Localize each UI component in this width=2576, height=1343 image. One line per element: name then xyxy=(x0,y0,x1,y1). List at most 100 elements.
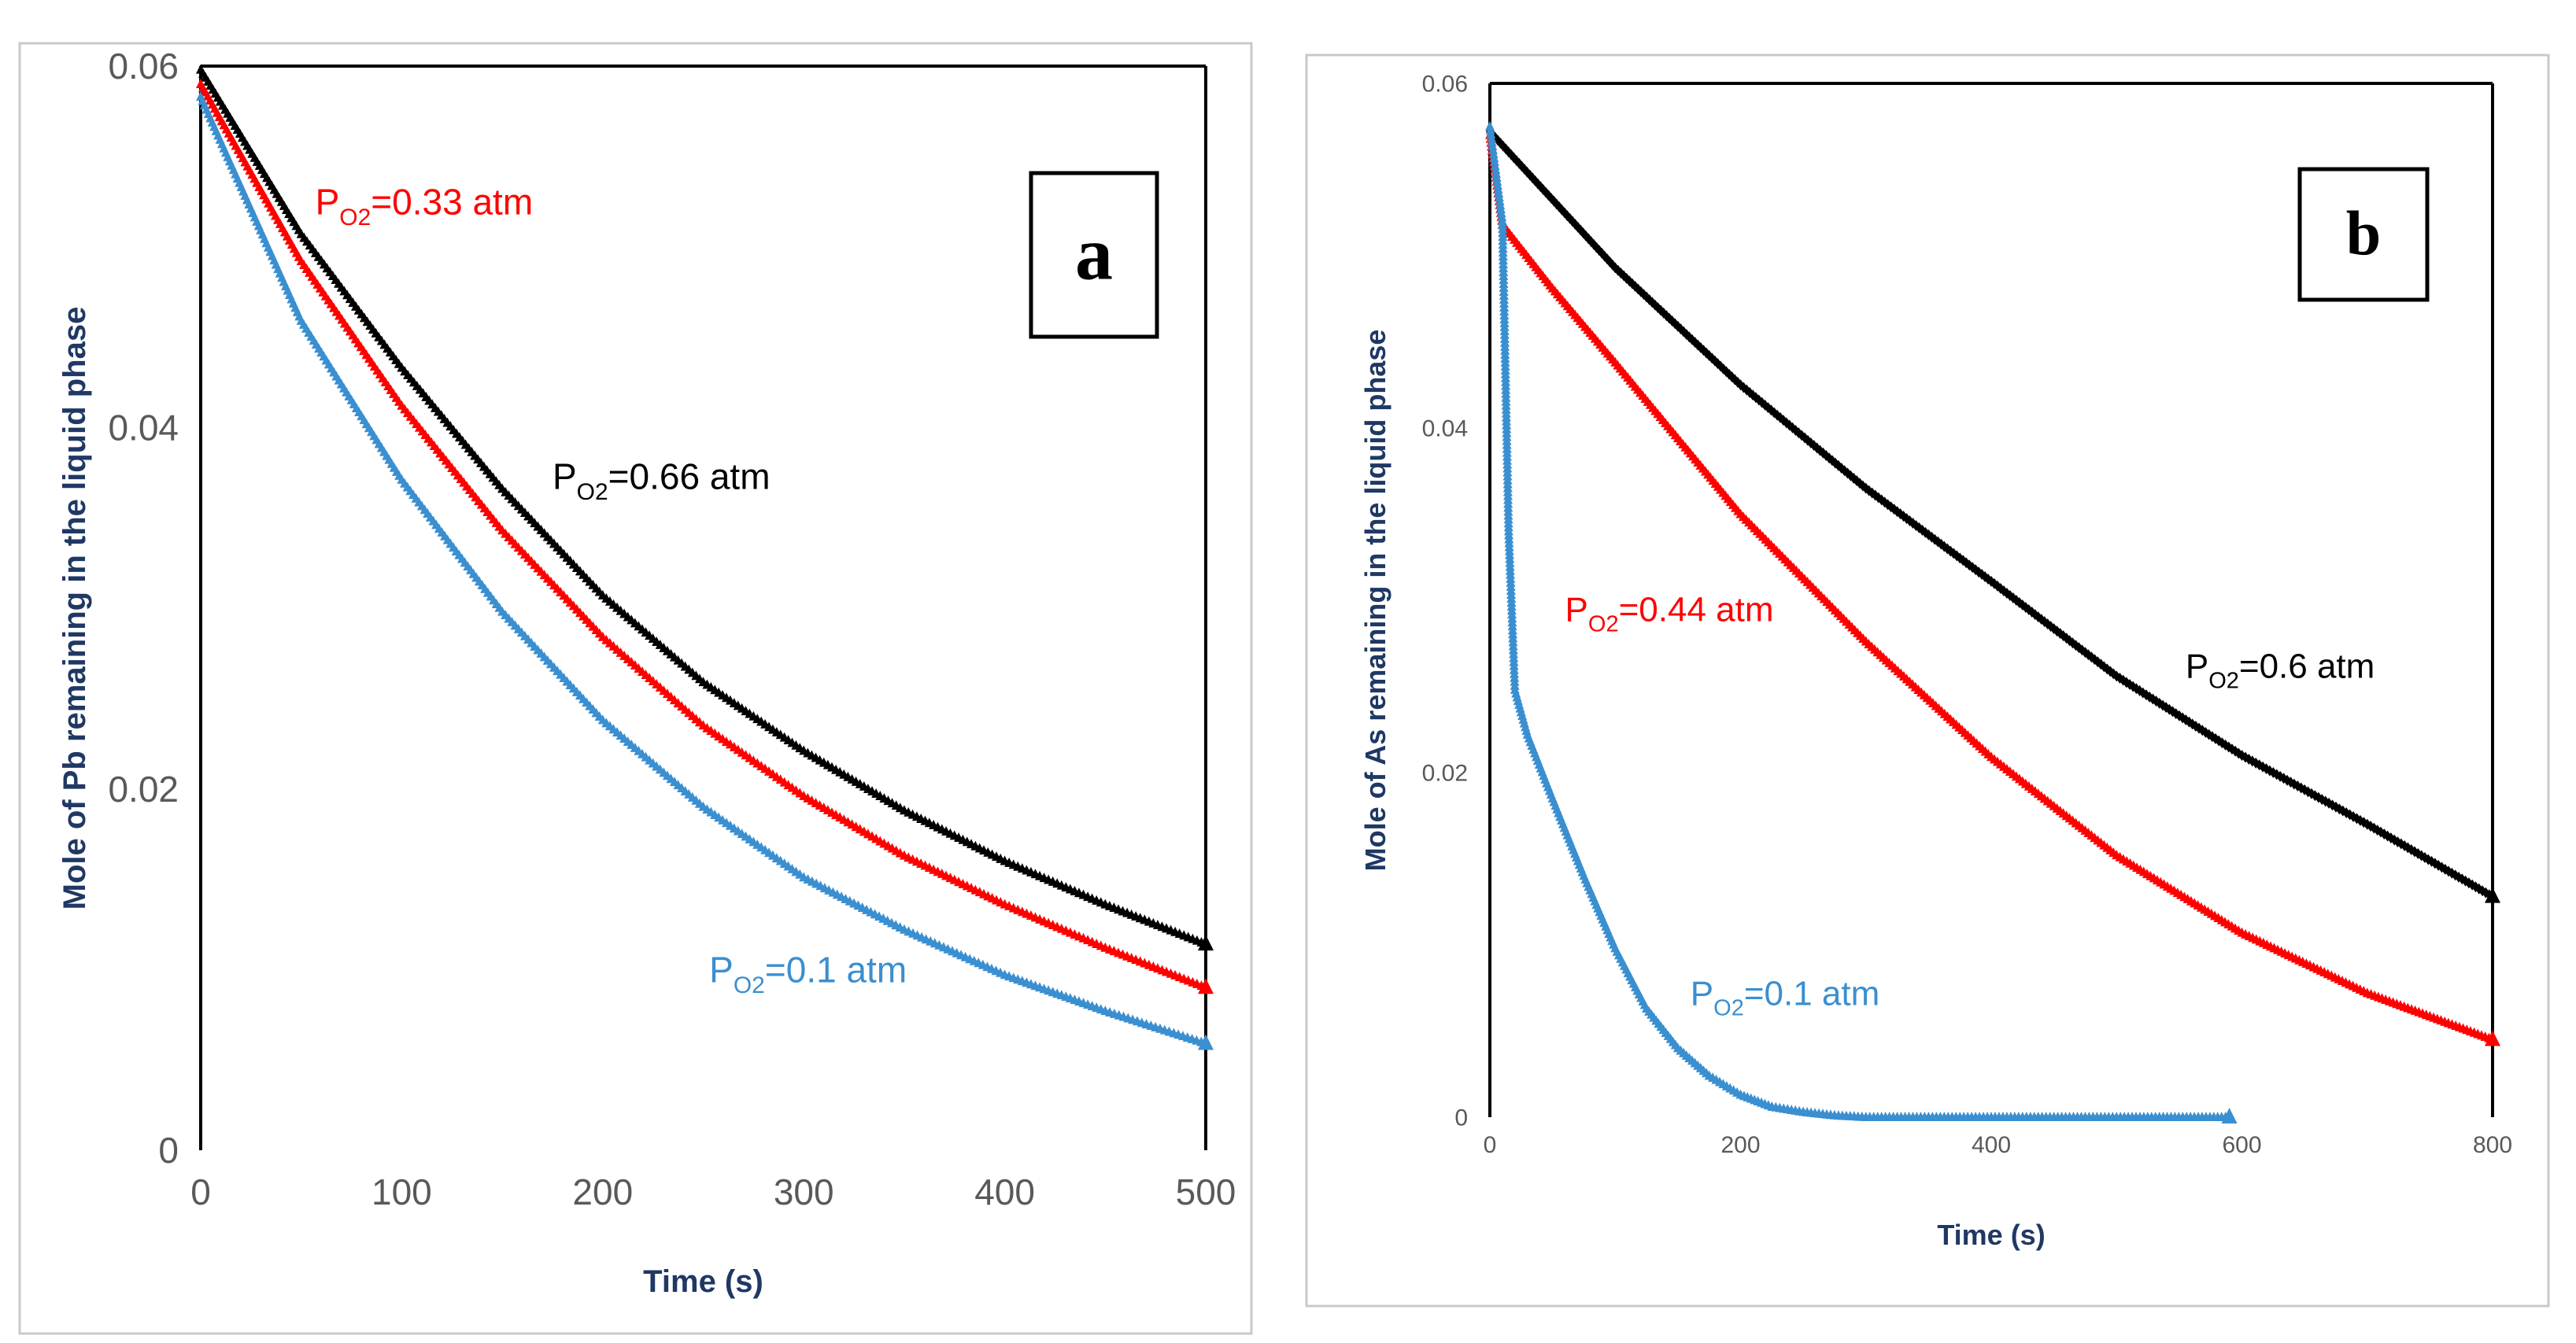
chart-b-series-1-marker xyxy=(1613,264,1622,276)
chart-b-series-1-marker xyxy=(1999,585,2008,596)
chart-b-series-1-marker xyxy=(2434,859,2443,871)
chart-b-series-1-marker xyxy=(1754,394,1763,406)
chart-b-series-1-marker xyxy=(1749,389,1757,401)
chart-b-series-3-marker xyxy=(1488,140,1498,150)
chart-a-x-tick-label: 0 xyxy=(190,1171,211,1212)
chart-b-panel-letter-box xyxy=(2297,167,2430,302)
chart-a-panel-letter: a xyxy=(1075,212,1113,296)
chart-b-series-3-marker xyxy=(1495,196,1505,206)
chart-b-series-1-marker xyxy=(2318,794,2327,806)
chart-b-series-1-marker xyxy=(2090,654,2099,666)
chart-b-series-1-marker xyxy=(2142,689,2150,701)
chart-b-series-2-label-symbol: P xyxy=(1565,590,1588,629)
chart-b-series-1-marker xyxy=(2279,773,2288,784)
chart-b-series-2-label-value: =0.44 atm xyxy=(1619,590,1774,629)
chart-b-series-1-label-subscript: O2 xyxy=(2208,669,2239,694)
chart-a-series-3-end-marker xyxy=(1198,1034,1214,1050)
chart-b-series-2-end-marker xyxy=(2485,1030,2500,1046)
chart-b-series-1-marker xyxy=(2116,673,2124,684)
chart-b-y-axis-label: Mole of As remaining in the liquid phase xyxy=(1359,330,1391,872)
chart-b-series-3-marker xyxy=(1497,212,1507,222)
chart-a-series-2-markers xyxy=(196,78,1207,991)
chart-b-series-1-marker xyxy=(1542,186,1550,198)
chart-b-series-1-marker xyxy=(1846,470,1855,481)
chart-b-series-1-marker xyxy=(1622,272,1631,284)
chart-b-series-1-marker xyxy=(1761,399,1769,411)
chart-b-series-1-marker xyxy=(1874,492,1883,504)
chart-b-series-1-marker xyxy=(1806,437,1815,448)
chart-a-x-tick-label: 400 xyxy=(974,1171,1035,1212)
chart-b-series-1-marker xyxy=(1719,363,1728,374)
chart-b-series-1-marker xyxy=(1665,312,1674,324)
chart-b-series-3-marker xyxy=(1496,208,1506,218)
chart-b-series-1-marker xyxy=(1871,489,1879,501)
chart-a-series-3-label: PO2=0.1 atm xyxy=(709,949,907,998)
chart-b-series-1-marker xyxy=(1657,304,1665,316)
chart-b-series-1-marker xyxy=(2311,790,2319,802)
chart-b-series-1-marker xyxy=(1890,504,1898,515)
chart-b-series-1-marker xyxy=(2424,854,2433,865)
chart-b-series-1-marker xyxy=(2015,597,2023,609)
chart-b-x-tick-label: 800 xyxy=(2473,1132,2512,1158)
chart-b-series-1-marker xyxy=(1905,515,1914,527)
chart-b-series-1-marker xyxy=(2400,840,2409,852)
chart-b-series-1-marker xyxy=(2059,630,2068,642)
chart-b-series-3-marker xyxy=(1485,124,1495,135)
chart-b-series-3-marker xyxy=(1486,128,1496,138)
chart-b-series-1-marker xyxy=(1584,233,1593,245)
chart-b-y-tick-label: 0.04 xyxy=(1422,416,1468,442)
chart-b-svg: 0 200 400 600 800 0 0.02 0.04 0.06 Time (s) Mole o… xyxy=(1305,53,2550,1308)
chart-b-series-1-marker xyxy=(2286,777,2295,788)
chart-b-series-1-marker xyxy=(2075,642,2083,654)
chart-b-series-1-marker xyxy=(2342,807,2351,819)
chart-a-panel-letter-box xyxy=(1029,171,1159,339)
chart-b-series-1-marker xyxy=(2255,759,2264,771)
chart-b-panel-letter: b xyxy=(2346,200,2382,269)
chart-b-series-1-marker xyxy=(1921,526,1930,538)
chart-b-series-1-marker xyxy=(2458,873,2467,885)
chart-b-series-1-marker xyxy=(1710,355,1719,367)
chart-b-series-1-marker xyxy=(1953,550,1961,562)
chart-a-series-3-markers xyxy=(196,91,1207,1046)
chart-a-y-axis-label: Mole of Pb remaining in the liquid phase xyxy=(57,307,92,910)
chart-b-series-1-marker xyxy=(2046,621,2055,633)
chart-b-series-1-marker xyxy=(1708,352,1717,364)
chart-b-series-1-marker xyxy=(1536,181,1545,193)
chart-b-series-1-marker xyxy=(1834,459,1842,471)
chart-b-series-1-markers xyxy=(1486,126,2493,901)
chart-panel-a: 0 100 200 300 400 500 0 0.02 0.04 0.06 Time (s) Mol… xyxy=(0,0,1267,1343)
chart-b-series-1-marker xyxy=(1587,236,1595,248)
chart-b-series-3-marker xyxy=(1495,204,1506,214)
chart-b-series-1-marker xyxy=(1934,536,1942,548)
chart-a-y-tick-label: 0.06 xyxy=(108,46,179,87)
chart-b-series-1-marker xyxy=(2349,810,2358,822)
chart-b-series-1-marker xyxy=(1902,513,1911,525)
chart-b-series-1-marker xyxy=(1840,465,1849,477)
chart-b-series-1-marker xyxy=(1494,135,1502,146)
chart-b-series-1-marker xyxy=(1625,275,1634,287)
chart-b-series-3-marker xyxy=(1491,172,1502,182)
chart-b-series-1-marker xyxy=(1767,404,1776,416)
chart-b-series-3-marker xyxy=(1495,200,1506,210)
chart-b-series-1-marker xyxy=(1887,501,1895,513)
chart-b-x-axis-label: Time (s) xyxy=(1937,1219,2045,1251)
chart-b-series-1-marker xyxy=(1634,283,1643,295)
chart-b-series-1-marker xyxy=(2179,712,2187,724)
chart-b-series-3-marker xyxy=(1494,188,1504,198)
chart-b-series-1-marker xyxy=(1648,297,1657,308)
chart-b-series-1-marker xyxy=(2062,633,2071,644)
chart-b-series-1-marker xyxy=(1496,138,1505,149)
chart-b-series-1-marker xyxy=(1696,341,1705,353)
chart-b-series-1-marker xyxy=(2152,695,2160,707)
chart-b-series-1-marker xyxy=(1617,267,1625,279)
chart-b-series-1-marker xyxy=(2468,879,2477,891)
chart-b-series-1-marker xyxy=(1981,570,1990,582)
chart-a-x-tick-label: 500 xyxy=(1176,1171,1236,1212)
chart-b-series-1-marker xyxy=(1592,242,1601,253)
chart-b-series-1-marker xyxy=(1853,475,1861,487)
chart-b-series-1-label: PO2=0.6 atm xyxy=(2186,648,2375,694)
chart-b-series-1-marker xyxy=(2367,821,2375,832)
chart-b-series-3-marker xyxy=(1493,184,1503,194)
chart-a-y-tick-label: 0.04 xyxy=(108,407,179,448)
chart-a-x-axis-label: Time (s) xyxy=(643,1264,763,1299)
